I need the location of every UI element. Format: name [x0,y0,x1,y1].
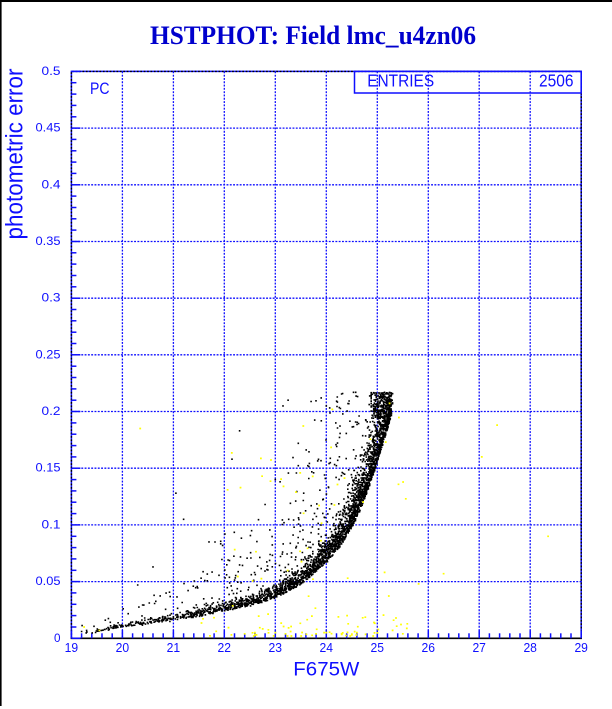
svg-text:PC: PC [90,80,110,98]
svg-text:0.25: 0.25 [36,349,61,361]
svg-text:23: 23 [269,641,283,655]
svg-text:19: 19 [65,641,79,655]
svg-text:20: 20 [116,641,130,655]
svg-text:22: 22 [218,641,232,655]
svg-text:0.1: 0.1 [42,519,61,531]
svg-text:HSTPHOT: Field lmc_u4zn06: HSTPHOT: Field lmc_u4zn06 [150,21,476,50]
svg-text:0.45: 0.45 [36,123,61,135]
svg-text:0: 0 [54,633,61,645]
svg-text:0.3: 0.3 [42,293,61,305]
svg-text:photometric error: photometric error [2,68,28,239]
svg-text:F675W: F675W [293,660,359,681]
svg-text:26: 26 [422,641,436,655]
svg-text:27: 27 [472,641,486,655]
svg-text:21: 21 [167,641,181,655]
svg-text:0.05: 0.05 [36,576,61,588]
svg-text:24: 24 [320,641,334,655]
svg-text:25: 25 [371,641,385,655]
svg-text:0.4: 0.4 [42,179,62,191]
svg-text:28: 28 [523,641,537,655]
svg-text:29: 29 [574,641,588,655]
svg-text:0.35: 0.35 [36,236,61,248]
svg-text:0.15: 0.15 [36,463,61,475]
svg-text:2506: 2506 [539,71,574,91]
svg-text:0.5: 0.5 [42,66,61,78]
svg-text:ENTRIES: ENTRIES [367,71,434,91]
svg-text:0.2: 0.2 [42,406,61,418]
